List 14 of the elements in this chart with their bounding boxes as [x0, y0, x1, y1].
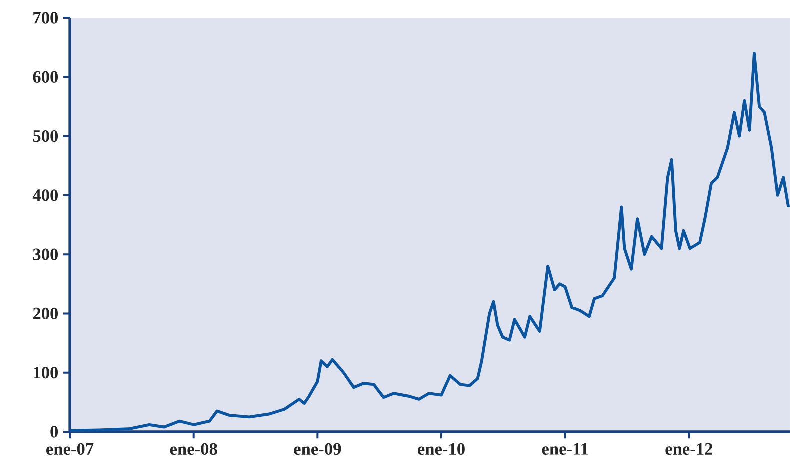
x-tick-label: ene-08	[170, 443, 218, 456]
x-tick-label: ene-07	[46, 443, 94, 456]
y-tick-label: 0	[50, 426, 58, 438]
y-tick-label: 500	[33, 130, 58, 142]
y-tick-label: 300	[33, 248, 58, 260]
y-tick-label: 200	[33, 308, 58, 320]
y-tick-label: 100	[34, 367, 58, 379]
x-tick-label: ene-12	[666, 443, 712, 456]
x-tick-label: ene-09	[294, 443, 342, 456]
y-tick-label: 600	[33, 71, 58, 83]
x-tick-label: ene-10	[418, 443, 465, 456]
y-tick-label: 700	[34, 12, 58, 24]
x-tick-label: ene-11	[542, 443, 588, 455]
y-tick-label: 400	[32, 190, 58, 202]
